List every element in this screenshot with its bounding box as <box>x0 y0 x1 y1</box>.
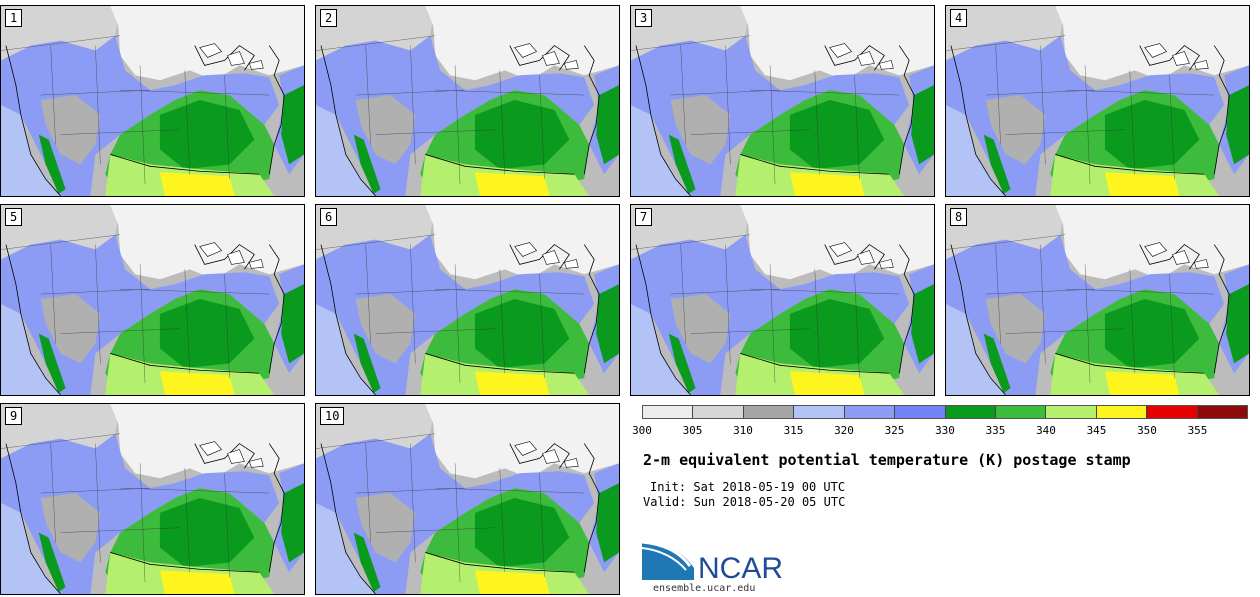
member-label: 8 <box>950 208 968 226</box>
map-image <box>631 205 934 395</box>
colorbar-segment <box>794 406 845 418</box>
member-label: 9 <box>5 407 23 425</box>
map-image <box>946 6 1249 196</box>
init-time: Init: Sat 2018-05-19 00 UTC <box>650 480 846 494</box>
colorbar-tick-label: 310 <box>733 424 753 437</box>
colorbar-segment <box>1046 406 1097 418</box>
map-image <box>946 205 1249 395</box>
colorbar-segment <box>743 406 795 418</box>
map-image <box>631 6 934 196</box>
colorbar-segment <box>895 406 946 418</box>
map-image <box>316 205 619 395</box>
map-image <box>1 404 304 594</box>
colorbar-tick-label: 355 <box>1187 424 1208 437</box>
ensemble-member-map: 9 <box>0 403 305 595</box>
member-label: 4 <box>950 9 968 27</box>
map-image <box>1 205 304 395</box>
site-url: ensemble.ucar.edu <box>653 583 756 594</box>
ensemble-member-map: 2 <box>315 5 620 197</box>
colorbar-tick-label: 320 <box>834 424 854 437</box>
colorbar-segment <box>1147 406 1198 418</box>
colorbar-segment <box>1096 406 1148 418</box>
member-label: 10 <box>320 407 345 425</box>
ensemble-member-map: 8 <box>945 204 1250 396</box>
member-label: 1 <box>5 9 23 27</box>
colorbar-tick-label: 325 <box>884 424 905 437</box>
ensemble-member-map: 7 <box>630 204 935 396</box>
colorbar-segment <box>995 406 1047 418</box>
colorbar-segment <box>643 406 694 418</box>
colorbar-tick-label: 330 <box>935 424 955 437</box>
colorbar-segment <box>1197 406 1248 418</box>
colorbar-tick-label: 300 <box>632 424 652 437</box>
colorbar-tick-label: 340 <box>1036 424 1056 437</box>
member-label: 2 <box>320 9 338 27</box>
ncar-logo: NCAR <box>641 540 792 586</box>
colorbar-tick-label: 315 <box>783 424 804 437</box>
colorbar-segment <box>945 406 996 418</box>
map-image <box>316 6 619 196</box>
ensemble-member-map: 5 <box>0 204 305 396</box>
ensemble-member-map: 3 <box>630 5 935 197</box>
colorbar-tick-label: 335 <box>985 424 1006 437</box>
colorbar-segment <box>844 406 896 418</box>
colorbar-segment <box>693 406 744 418</box>
colorbar-tick-label: 350 <box>1137 424 1157 437</box>
member-label: 3 <box>635 9 653 27</box>
member-label: 5 <box>5 208 23 226</box>
member-label: 6 <box>320 208 338 226</box>
ensemble-member-map: 1 <box>0 5 305 197</box>
colorbar <box>642 405 1248 419</box>
figure-title: 2-m equivalent potential temperature (K)… <box>643 451 1131 469</box>
ensemble-member-map: 10 <box>315 403 620 595</box>
member-label: 7 <box>635 208 653 226</box>
colorbar-tick-label: 305 <box>682 424 703 437</box>
colorbar-tick-label: 345 <box>1086 424 1107 437</box>
valid-time: Valid: Sun 2018-05-20 05 UTC <box>643 495 846 509</box>
ensemble-member-map: 6 <box>315 204 620 396</box>
logo-text: NCAR <box>698 552 783 582</box>
map-image <box>1 6 304 196</box>
map-image <box>316 404 619 594</box>
ensemble-member-map: 4 <box>945 5 1250 197</box>
